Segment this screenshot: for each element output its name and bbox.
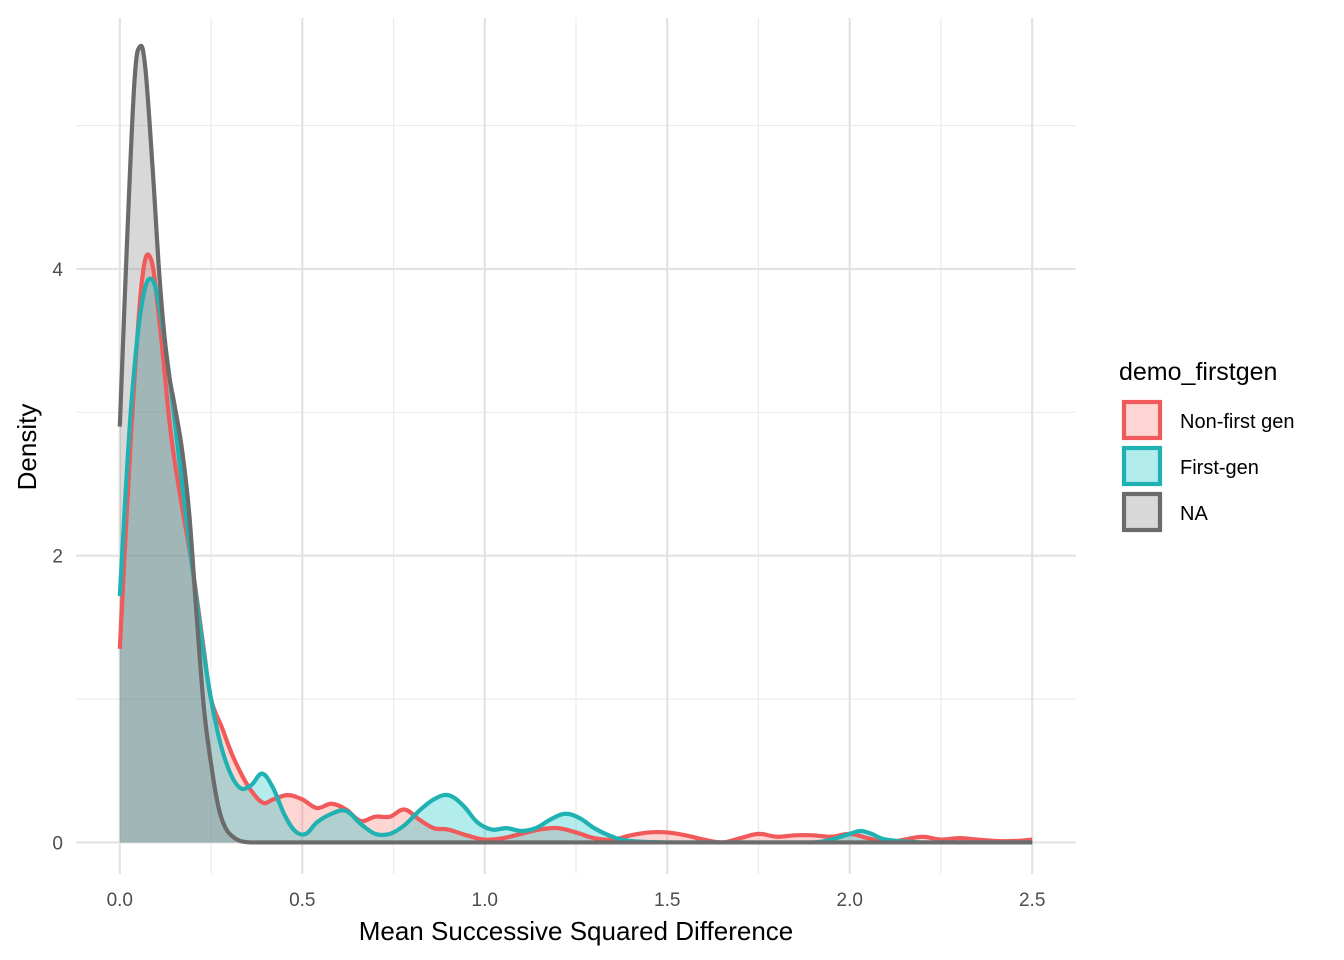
y-tick-label: 4: [52, 260, 63, 281]
legend-label-na: NA: [1180, 503, 1208, 525]
x-tick-label: 0.5: [289, 890, 315, 911]
x-tick-label: 0.0: [107, 890, 133, 911]
density-lines: [117, 43, 1033, 845]
legend: demo_firstgen Non-first gen First-gen NA: [1119, 358, 1295, 533]
y-axis-tick-labels: 0 2 4: [52, 260, 63, 855]
density-areas: [119, 45, 1033, 843]
x-tick-label: 1.0: [472, 890, 498, 911]
legend-label-non-first-gen: Non-first gen: [1180, 411, 1295, 433]
x-tick-label: 2.5: [1019, 890, 1045, 911]
y-axis-title: Density: [12, 404, 42, 491]
legend-swatch-na: [1121, 491, 1163, 533]
density-line-na: [117, 43, 1033, 845]
y-tick-label: 2: [52, 547, 63, 568]
legend-label-first-gen: First-gen: [1180, 457, 1259, 479]
minor-gridlines: [76, 18, 1076, 874]
y-tick-label: 0: [52, 833, 63, 854]
x-axis-title: Mean Successive Squared Difference: [359, 916, 794, 946]
legend-swatch-non-first-gen: [1121, 399, 1163, 441]
x-tick-label: 1.5: [654, 890, 680, 911]
legend-key-bg-na: [1122, 492, 1162, 532]
legend-key-bg-non-first-gen: [1122, 400, 1162, 440]
x-tick-label: 2.0: [837, 890, 863, 911]
density-area-non-first-gen: [119, 254, 1033, 843]
x-axis-tick-labels: 0.0 0.5 1.0 1.5 2.0 2.5: [107, 890, 1046, 911]
legend-title: demo_firstgen: [1119, 358, 1277, 386]
legend-swatch-first-gen: [1121, 445, 1163, 487]
legend-key-bg-first-gen: [1122, 446, 1162, 486]
density-area-first-gen: [119, 278, 1033, 843]
